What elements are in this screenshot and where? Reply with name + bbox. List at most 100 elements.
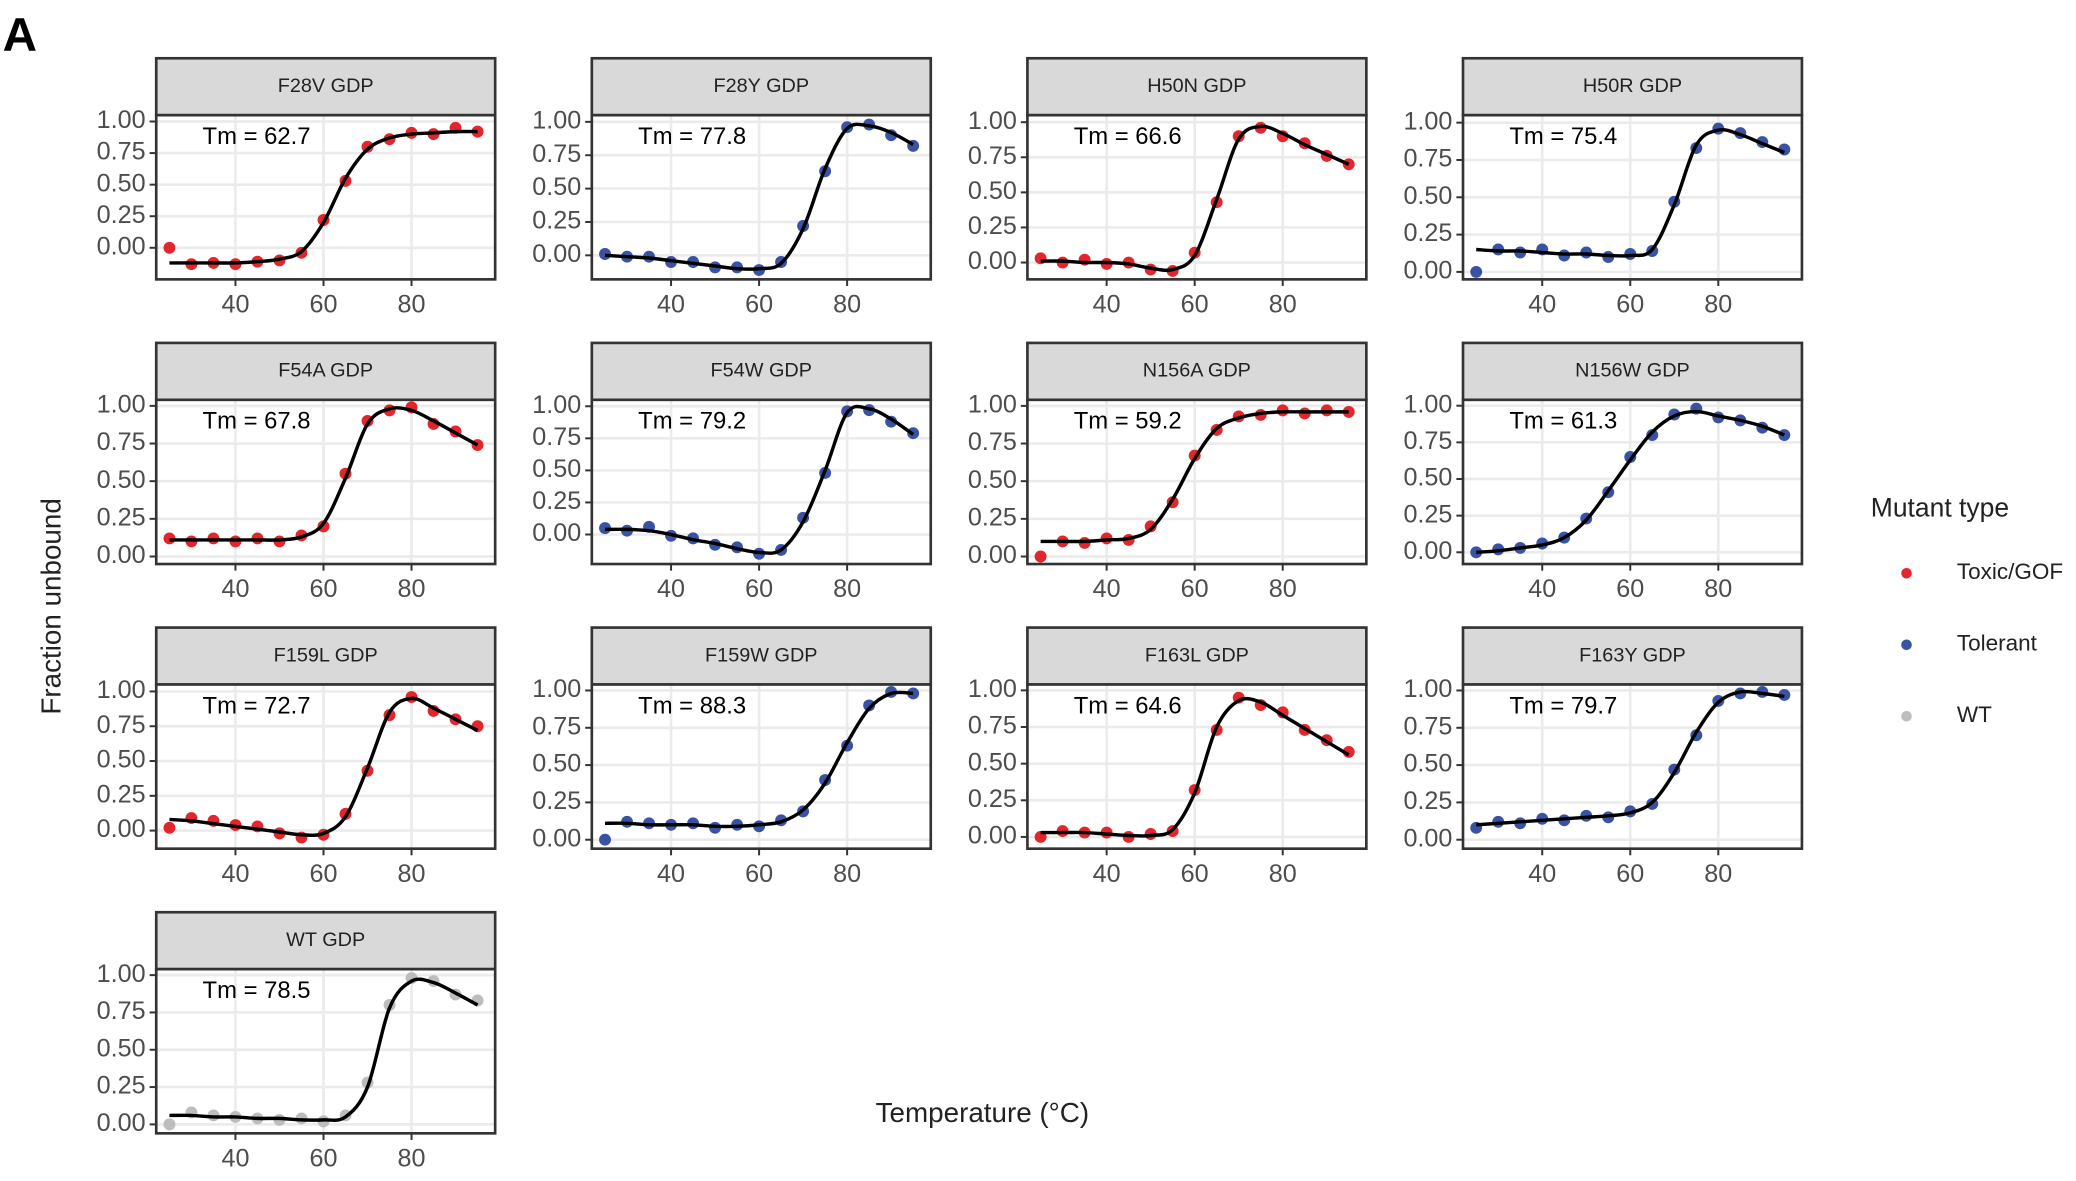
y-tick-label: 1.00 <box>1403 390 1452 418</box>
y-axis-label: Fraction unbound <box>35 498 66 714</box>
y-tick-label: 0.50 <box>532 750 581 778</box>
legend-swatch <box>1901 567 1912 579</box>
fit-curve <box>605 690 914 829</box>
x-tick-label: 40 <box>1528 290 1556 318</box>
fit-curve <box>605 404 915 555</box>
x-tick-label: 80 <box>833 860 861 888</box>
y-tick-label: 1.00 <box>968 107 1017 135</box>
tm-annotation: Tm = 88.3 <box>638 692 746 719</box>
plot-border <box>1461 113 1804 281</box>
tm-annotation: Tm = 61.3 <box>1509 408 1617 435</box>
y-tick-label: 0.75 <box>532 712 581 740</box>
strip-title: F159L GDP <box>274 644 378 666</box>
y-tick-label: 0.00 <box>968 822 1017 850</box>
fit-curve <box>1040 410 1349 544</box>
y-tick-label: 0.75 <box>968 142 1017 170</box>
y-tick-label: 0.25 <box>97 1072 146 1100</box>
x-tick-label: 40 <box>221 860 249 888</box>
y-tick-label: 1.00 <box>1403 107 1452 135</box>
tm-annotation: Tm = 77.8 <box>638 123 746 150</box>
y-tick-label: 0.25 <box>1403 500 1452 528</box>
y-tick-label: 0.25 <box>532 787 581 815</box>
y-tick-label: 1.00 <box>532 675 581 703</box>
y-tick-label: 0.50 <box>97 466 146 494</box>
y-tick-label: 1.00 <box>97 106 146 134</box>
x-tick-label: 60 <box>310 575 338 603</box>
data-point <box>317 520 330 533</box>
strip-title: F54W GDP <box>711 360 812 382</box>
plot-bg <box>1462 399 1802 565</box>
fit-curve <box>1476 127 1785 258</box>
data-point <box>1470 265 1483 278</box>
tm-annotation: Tm = 78.5 <box>203 977 311 1004</box>
x-tick-label: 80 <box>1704 575 1732 603</box>
y-tick-label: 0.75 <box>968 712 1017 740</box>
y-tick-label: 0.75 <box>97 428 146 456</box>
y-tick-label: 0.50 <box>532 173 581 201</box>
y-tick-label: 0.50 <box>968 748 1017 776</box>
y-tick-label: 0.00 <box>532 240 581 268</box>
strip-title: N156W GDP <box>1575 360 1690 382</box>
x-tick-label: 40 <box>221 290 249 318</box>
y-tick-label: 0.75 <box>532 140 581 168</box>
panel-label: A <box>3 9 37 62</box>
strip-title: F163Y GDP <box>1579 644 1686 666</box>
tm-annotation: Tm = 79.7 <box>1509 692 1617 719</box>
x-tick-label: 80 <box>1704 290 1732 318</box>
data-point <box>163 241 176 254</box>
x-tick-label: 80 <box>1269 575 1297 603</box>
tm-annotation: Tm = 62.7 <box>203 123 311 150</box>
fit-curve <box>1040 696 1350 838</box>
strip-title: F28V GDP <box>278 75 374 97</box>
plot-border <box>1461 398 1804 566</box>
y-tick-label: 1.00 <box>97 676 146 704</box>
x-axis-label: Temperature (°C) <box>876 1097 1089 1128</box>
y-tick-label: 0.00 <box>1403 257 1452 285</box>
x-tick-label: 80 <box>398 575 426 603</box>
strip-title: H50R GDP <box>1583 75 1682 97</box>
y-tick-label: 0.25 <box>97 503 146 531</box>
strip-title: F28Y GDP <box>713 75 809 97</box>
x-tick-label: 60 <box>1181 290 1209 318</box>
x-tick-label: 40 <box>1528 575 1556 603</box>
y-tick-label: 0.00 <box>97 815 146 843</box>
x-tick-label: 80 <box>1704 860 1732 888</box>
data-point <box>863 699 876 712</box>
x-tick-label: 60 <box>310 1144 338 1172</box>
x-tick-label: 80 <box>398 860 426 888</box>
y-tick-label: 1.00 <box>97 960 146 988</box>
legend-label: WT <box>1957 702 1992 727</box>
strip-title: N156A GDP <box>1143 360 1251 382</box>
tm-annotation: Tm = 66.6 <box>1074 123 1182 150</box>
plot-border <box>1026 683 1368 851</box>
plot-bg <box>1027 684 1367 849</box>
plot-border <box>154 113 497 281</box>
y-tick-label: 0.50 <box>1403 464 1452 492</box>
plot-border <box>590 113 933 281</box>
y-tick-label: 1.00 <box>532 391 581 419</box>
fit-curve <box>169 129 478 265</box>
y-tick-label: 0.75 <box>968 428 1017 456</box>
strip-title: H50N GDP <box>1147 75 1246 97</box>
x-tick-label: 60 <box>310 860 338 888</box>
y-tick-label: 0.75 <box>97 997 146 1025</box>
data-point <box>1646 429 1659 441</box>
strip <box>1461 341 1804 402</box>
plot-border <box>590 398 933 566</box>
y-tick-label: 0.00 <box>1403 824 1452 852</box>
y-tick-label: 0.00 <box>532 824 581 852</box>
y-tick-label: 0.50 <box>97 746 146 774</box>
y-tick-label: 0.00 <box>532 519 581 547</box>
plot-bg <box>591 399 931 565</box>
strip-title: F159W GDP <box>705 644 817 666</box>
plot-border <box>154 683 497 851</box>
fit-curve <box>169 696 479 838</box>
x-tick-label: 40 <box>1093 290 1121 318</box>
x-tick-label: 40 <box>221 1144 249 1172</box>
plot-border <box>1461 683 1804 851</box>
strip-title: F54A GDP <box>278 360 373 382</box>
data-point <box>1144 520 1157 533</box>
y-tick-label: 0.25 <box>968 503 1017 531</box>
fit-curve <box>169 406 479 542</box>
